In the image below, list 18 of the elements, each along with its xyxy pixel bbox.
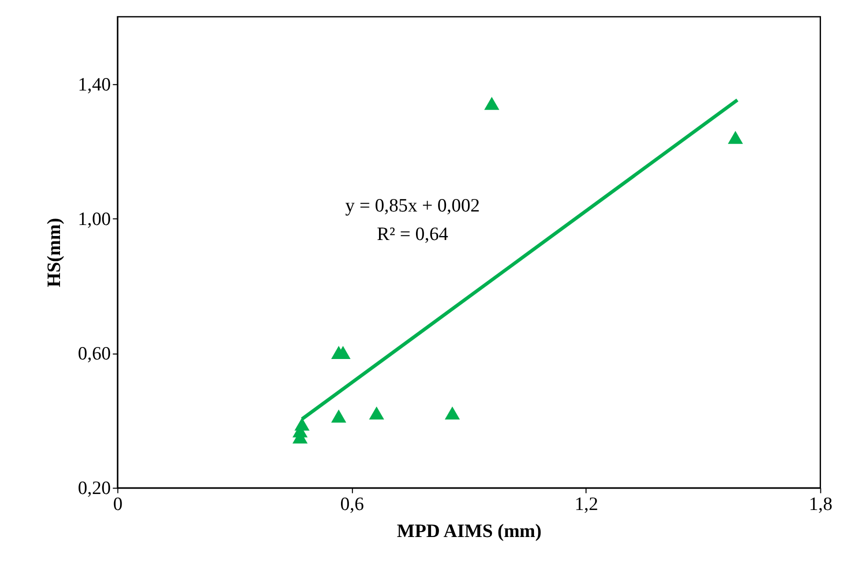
- point: [369, 406, 384, 420]
- y-axis-title: HS(mm): [44, 218, 65, 288]
- x-tick-label: 0: [113, 494, 123, 516]
- annotation: R² = 0,64: [376, 224, 449, 246]
- x-tick-label: 1,2: [574, 494, 598, 516]
- y-tick-label: 0,20: [78, 478, 111, 500]
- point: [294, 418, 310, 431]
- annotation: y = 0,85x + 0,002: [345, 195, 480, 216]
- x-tick-label: 0,6: [340, 494, 364, 516]
- x-axis-title: MPD AIMS (mm): [396, 520, 542, 542]
- x-tick-label: 1,8: [808, 494, 832, 516]
- point: [331, 410, 346, 423]
- y-tick-label: 1,00: [78, 208, 111, 230]
- point: [484, 96, 500, 110]
- y-tick-label: 0,60: [78, 344, 111, 365]
- point: [444, 406, 460, 420]
- y-tick-label: 1,40: [78, 74, 111, 96]
- point: [728, 130, 743, 144]
